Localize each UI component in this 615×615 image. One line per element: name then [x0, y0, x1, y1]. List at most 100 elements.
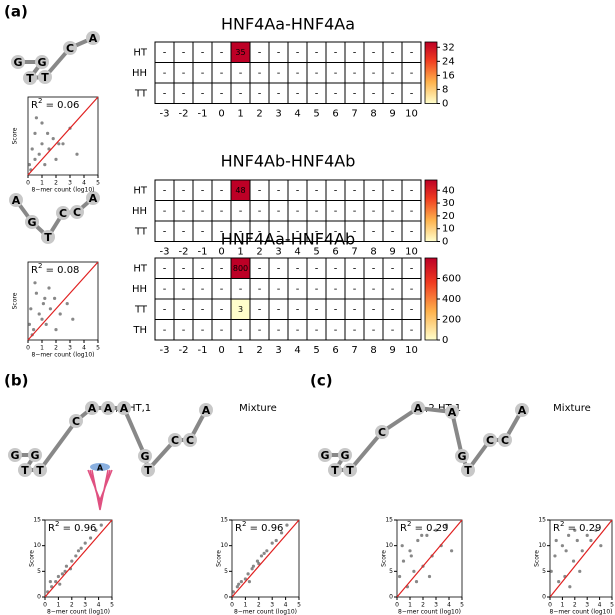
cell-empty: - [277, 185, 281, 196]
y-axis-label: Score [12, 292, 19, 309]
cell-empty: - [391, 68, 395, 79]
point [232, 590, 235, 593]
cell-value: 3 [238, 305, 243, 314]
x-tick-label: 2 [257, 602, 261, 609]
colorbar-tick-label: 24 [442, 56, 455, 67]
colorbar-tick-label: 200 [442, 315, 461, 326]
motif-letter: T [331, 464, 339, 477]
column-label: 7 [351, 109, 357, 120]
motif-letter: G [13, 56, 22, 69]
point [31, 147, 34, 150]
point [33, 132, 36, 135]
x-axis-label: 8−mer count (log10) [31, 187, 94, 194]
x-tick-label: 1 [56, 602, 60, 609]
cell-empty: - [410, 226, 414, 237]
x-tick-label: 4 [284, 602, 288, 609]
column-label: 8 [370, 247, 376, 258]
y-tick-label: 5 [389, 568, 393, 575]
point [565, 549, 568, 552]
cell-empty: - [296, 325, 300, 336]
cell-empty: - [296, 47, 300, 58]
point [54, 158, 57, 161]
x-tick-label: 3 [68, 180, 72, 187]
point [586, 534, 589, 537]
x-tick-label: 1 [560, 602, 564, 609]
cell-empty: - [201, 325, 205, 336]
motif-letter: C [186, 434, 194, 447]
point [578, 570, 581, 573]
point [567, 534, 570, 537]
column-label: 2 [256, 345, 262, 356]
point [61, 142, 64, 145]
cell-empty: - [220, 88, 224, 99]
cell-empty: - [220, 284, 224, 295]
cell-empty: - [258, 284, 262, 295]
cell-empty: - [182, 304, 186, 315]
colorbar-tick-label: 16 [442, 70, 455, 81]
cell-empty: - [353, 47, 357, 58]
point [43, 297, 46, 300]
point [285, 524, 288, 527]
cell-empty: - [296, 206, 300, 217]
x-axis-label: 8−mer count (log10) [47, 609, 110, 615]
cell-empty: - [353, 263, 357, 274]
cell-empty: - [201, 47, 205, 58]
cell-empty: - [410, 185, 414, 196]
cell-empty: - [315, 304, 319, 315]
cell-empty: - [163, 47, 167, 58]
x-tick-label: 0 [26, 345, 30, 352]
cell-empty: - [239, 88, 243, 99]
cell-empty: - [353, 325, 357, 336]
cell-empty: - [201, 88, 205, 99]
cell-empty: - [372, 206, 376, 217]
point [425, 534, 428, 537]
cell-empty: - [372, 47, 376, 58]
cell-empty: - [220, 304, 224, 315]
cell-empty: - [391, 263, 395, 274]
x-tick-label: 5 [110, 602, 114, 609]
annotation-part: = 0.29 [564, 523, 601, 534]
cell-empty: - [277, 88, 281, 99]
point [40, 318, 43, 321]
cell-empty: - [258, 263, 262, 274]
motif-letter: C [59, 207, 67, 220]
cell-empty: - [182, 88, 186, 99]
cell-empty: - [391, 185, 395, 196]
motif-letter: G [457, 450, 466, 463]
cell-empty: - [163, 68, 167, 79]
x-tick-label: 0 [230, 602, 234, 609]
point [33, 281, 36, 284]
point [40, 142, 43, 145]
cell-empty: - [258, 325, 262, 336]
chart-title: HNF4Aa-HNF4Ab [221, 230, 355, 249]
colorbar [425, 180, 437, 242]
motif-edge [124, 408, 145, 456]
cell-empty: - [410, 206, 414, 217]
point [57, 575, 60, 578]
x-axis-label: 8−mer count (log10) [31, 352, 94, 359]
cell-empty: - [220, 185, 224, 196]
cell-empty: - [239, 284, 243, 295]
cell-empty: - [277, 47, 281, 58]
point [260, 554, 263, 557]
cell-empty: - [372, 88, 376, 99]
cell-value: 48 [235, 186, 245, 195]
x-tick-label: 1 [408, 602, 412, 609]
x-tick-label: 2 [54, 180, 58, 187]
cell-empty: - [182, 68, 186, 79]
column-label: -3 [160, 345, 170, 356]
cell-empty: - [410, 47, 414, 58]
y-tick-label: 10 [385, 542, 393, 549]
motif-letter: A [202, 404, 211, 417]
point [271, 542, 274, 545]
cell-empty: - [239, 68, 243, 79]
column-label: -3 [160, 247, 170, 258]
cell-value: 800 [233, 264, 248, 273]
x-axis-label: 8−mer count (log10) [549, 609, 612, 615]
x-tick-label: 5 [297, 602, 301, 609]
y-tick-label: 10 [220, 542, 228, 549]
annotation-part: = 0.06 [42, 100, 79, 111]
cell-empty: - [220, 68, 224, 79]
y-axis-label: Score [29, 550, 36, 567]
cell-empty: - [334, 68, 338, 79]
